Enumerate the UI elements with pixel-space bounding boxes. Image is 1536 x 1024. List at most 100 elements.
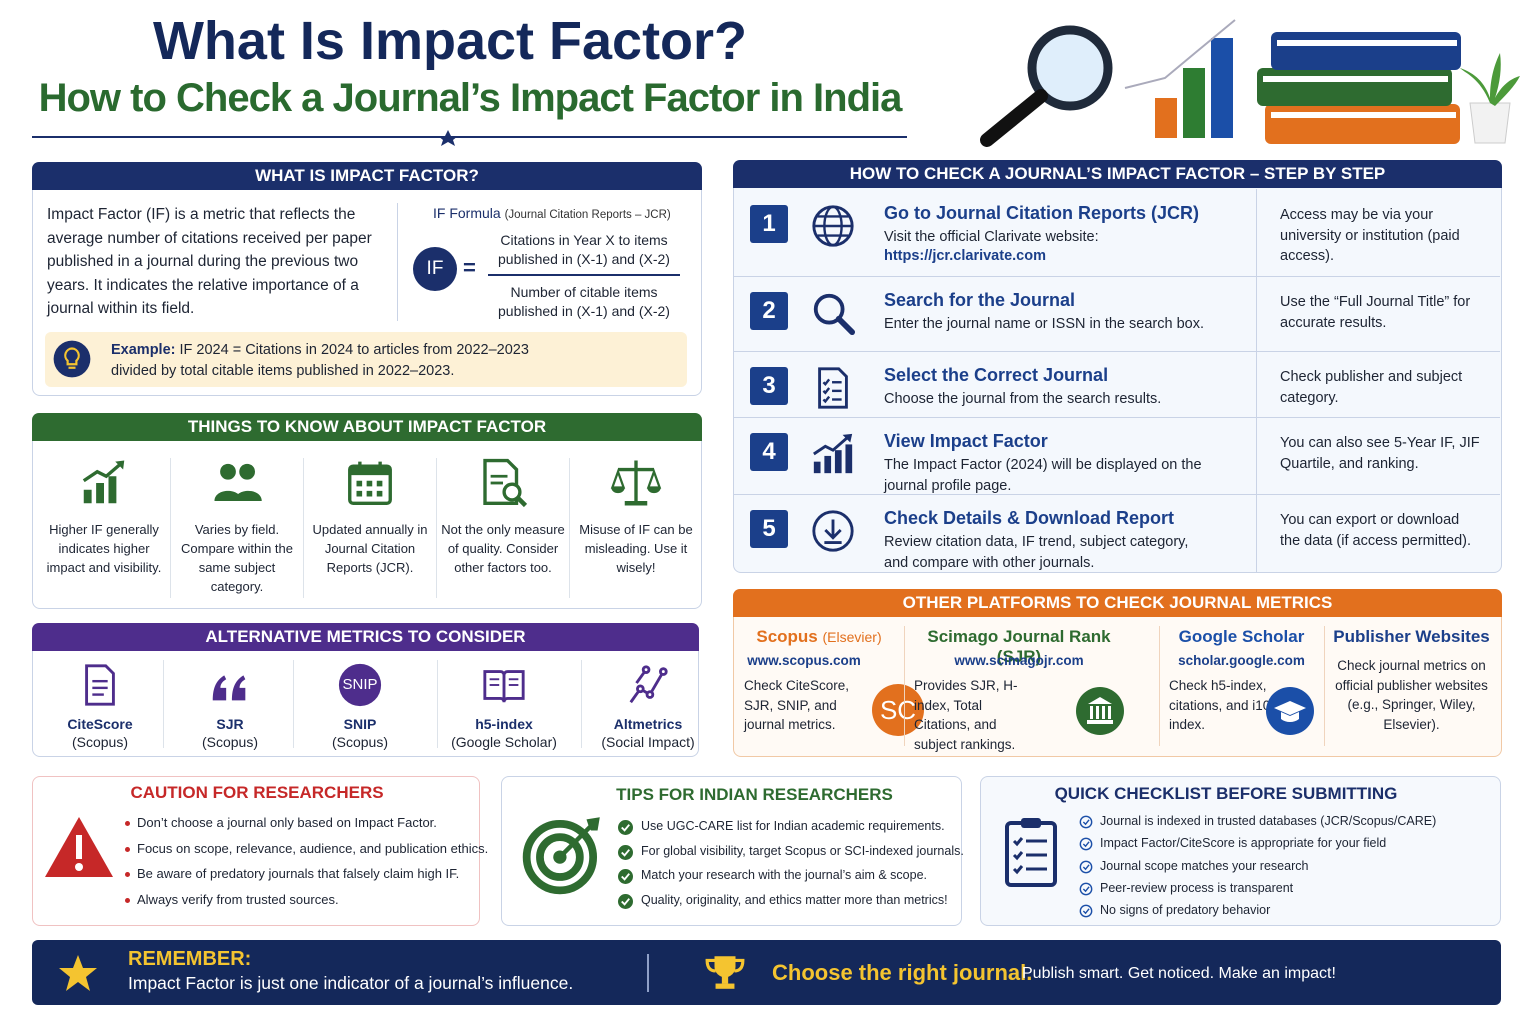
footer-divider bbox=[647, 954, 649, 992]
caution-item: Don’t choose a journal only based on Imp… bbox=[137, 815, 437, 830]
icon-shape bbox=[813, 215, 853, 237]
check-icon bbox=[1079, 860, 1093, 879]
column-divider bbox=[569, 458, 570, 598]
icon-shape bbox=[1155, 98, 1177, 138]
thing-text: Varies by field. Compare within the same… bbox=[181, 522, 293, 594]
step-text: Visit the official Clarivate website: bbox=[884, 229, 1099, 245]
icon-shape bbox=[1082, 886, 1090, 893]
metric-badge: SNIP bbox=[342, 676, 378, 693]
platform-icon bbox=[1266, 687, 1314, 740]
icon-shape bbox=[1277, 40, 1457, 46]
icon-shape bbox=[45, 817, 113, 877]
icon-shape bbox=[721, 976, 729, 984]
icon-shape bbox=[1079, 904, 1093, 918]
icon-shape bbox=[489, 678, 519, 686]
icon-shape bbox=[59, 955, 97, 991]
vertical-divider bbox=[397, 203, 398, 321]
platform-badge: SC bbox=[872, 684, 924, 736]
icon-shape bbox=[1079, 860, 1093, 873]
body-text: Impact Factor (IF) is a metric that refl… bbox=[47, 206, 372, 317]
icon-shape bbox=[53, 340, 91, 378]
row-divider bbox=[734, 417, 1500, 418]
icon-shape bbox=[1012, 851, 1024, 861]
divider bbox=[32, 130, 907, 146]
thing-text: Misuse of IF can be misleading. Use it w… bbox=[579, 522, 693, 575]
icon-shape bbox=[586, 817, 600, 831]
icon-shape bbox=[812, 510, 854, 552]
platform-name-text: Publisher Websites bbox=[1333, 627, 1490, 646]
icon-shape bbox=[641, 665, 651, 674]
icon-shape bbox=[220, 463, 236, 480]
checklist-item: Impact Factor/CiteScore is appropriate f… bbox=[1100, 836, 1387, 851]
step-note: You can also see 5-Year IF, JIF Quartile… bbox=[1280, 435, 1480, 472]
check-icon bbox=[1079, 882, 1093, 901]
icon-shape bbox=[1263, 76, 1448, 82]
example-label: Example: bbox=[111, 342, 176, 358]
panel-heading: ALTERNATIVE METRICS TO CONSIDER bbox=[32, 623, 699, 651]
step-note: You can export or download the data (if … bbox=[1280, 512, 1471, 549]
checklist-item: Journal is indexed in trusted databases … bbox=[1100, 814, 1437, 828]
icon-shape bbox=[1079, 815, 1093, 829]
denominator: Number of citable items published in (X-… bbox=[498, 284, 670, 319]
icon-shape bbox=[812, 205, 854, 247]
icon-shape bbox=[82, 461, 124, 483]
panel-heading: QUICK CHECKLIST BEFORE SUBMITTING bbox=[1054, 784, 1398, 803]
title: What Is Impact Factor? bbox=[152, 11, 748, 71]
icon-shape bbox=[714, 956, 736, 978]
icon-shape bbox=[356, 480, 363, 487]
icon-shape bbox=[813, 293, 845, 325]
icon-shape bbox=[1257, 68, 1452, 106]
icon-shape bbox=[366, 490, 373, 497]
icon-shape bbox=[636, 684, 645, 694]
thing-icon bbox=[210, 456, 264, 515]
step-note: Use the “Full Journal Title” for accurat… bbox=[1280, 294, 1471, 331]
icon-shape bbox=[366, 480, 373, 487]
icon-shape bbox=[824, 529, 842, 540]
icon-shape bbox=[356, 480, 383, 497]
icon-shape bbox=[376, 480, 383, 487]
platform-name: Scopus (Elsevier) bbox=[734, 627, 904, 647]
tip-item: For global visibility, target Scopus or … bbox=[641, 843, 964, 858]
example-text: Example: IF 2024 = Citations in 2024 to … bbox=[111, 340, 551, 382]
check-icon bbox=[1079, 904, 1093, 923]
icon-shape bbox=[818, 367, 848, 409]
thing-icon bbox=[476, 456, 530, 515]
platform-url: scholar.google.com bbox=[1178, 653, 1305, 668]
footer-text: Impact Factor is just one indicator of a… bbox=[128, 973, 574, 993]
icon-shape bbox=[59, 955, 97, 991]
icon-shape bbox=[618, 869, 633, 884]
step-text: The Impact Factor (2024) will be display… bbox=[884, 457, 1202, 494]
icon-shape bbox=[1088, 697, 1112, 704]
icon-shape bbox=[1274, 701, 1306, 715]
icon-shape bbox=[214, 463, 262, 501]
icon-shape bbox=[108, 476, 117, 504]
footer-tagline: Publish smart. Get noticed. Make an impa… bbox=[1022, 965, 1336, 982]
icon-shape bbox=[1124, 19, 1236, 89]
thing-text: Updated annually in Journal Citation Rep… bbox=[312, 522, 428, 575]
icon-shape bbox=[610, 460, 662, 506]
check-icon bbox=[1079, 815, 1093, 834]
step-title: Search for the Journal bbox=[884, 290, 1076, 310]
step-icon bbox=[810, 203, 856, 254]
tip-item: Use UGC-CARE list for Indian academic re… bbox=[641, 819, 945, 833]
icon-shape bbox=[96, 483, 104, 504]
panel-heading: CAUTION FOR RESEARCHERS bbox=[130, 783, 384, 802]
thing-text: Higher IF generally indicates higher imp… bbox=[46, 522, 162, 575]
icon-shape bbox=[1082, 819, 1090, 826]
icon-shape bbox=[516, 496, 528, 508]
icon-shape bbox=[818, 367, 848, 409]
numerator: Citations in Year X to items published i… bbox=[498, 232, 670, 267]
step-icon bbox=[810, 508, 856, 559]
icon-shape bbox=[1183, 68, 1205, 138]
caution-panel: CAUTION FOR RESEARCHERS Don’t choose a jo… bbox=[32, 776, 488, 926]
icon-shape bbox=[813, 444, 853, 474]
icon-shape bbox=[834, 450, 842, 474]
metric-name: SNIP bbox=[343, 716, 377, 732]
bullet bbox=[125, 897, 130, 903]
icon-shape bbox=[621, 848, 630, 857]
thing-icon bbox=[343, 456, 397, 515]
icon-shape bbox=[1079, 815, 1093, 829]
icon-shape bbox=[356, 490, 363, 497]
metric-source: (Scopus) bbox=[331, 734, 389, 750]
footer-label: REMEMBER: bbox=[128, 948, 252, 970]
